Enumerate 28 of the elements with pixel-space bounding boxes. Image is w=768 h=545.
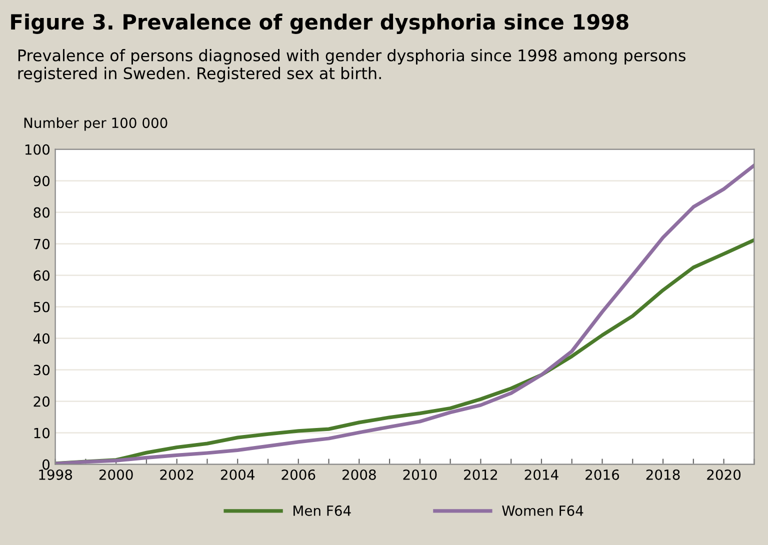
y-tick-label: 60 (34, 270, 50, 281)
y-axis-title: Number per 100 000 (24, 117, 168, 131)
x-tick-label: 2002 (160, 469, 194, 480)
y-tick-label: 20 (34, 396, 50, 407)
y-tick-label: 100 (25, 144, 50, 155)
chart-title: Figure 3. Prevalence of gender dysphoria since 1998 (11, 14, 628, 34)
y-tick-label: 10 (34, 428, 50, 438)
y-tick-label: 0 (42, 459, 50, 470)
x-tick-label: 2008 (342, 469, 376, 480)
y-tick-label: 90 (34, 176, 50, 186)
x-tick-label: 2018 (646, 469, 680, 480)
chart-subtitle: Prevalence of persons diagnosed with gender dysphoria since 1998 among persons registered in Sweden. Registered sex at birth. (18, 49, 686, 82)
x-tick-label: 2012 (464, 469, 497, 480)
x-tick-label: 2020 (707, 469, 741, 480)
y-tick-label: 50 (34, 302, 50, 312)
y-tick-label: 40 (33, 333, 50, 344)
x-tick-label: 2010 (403, 469, 437, 480)
y-tick-label: 30 (34, 364, 50, 376)
y-tick-label: 80 (34, 207, 50, 218)
x-tick-label: 2006 (282, 469, 316, 480)
x-tick-label: 1998 (39, 469, 72, 480)
x-tick-label: 2000 (99, 469, 133, 480)
legend-label: Men F64 (294, 505, 351, 516)
x-tick-label: 2016 (586, 469, 620, 480)
x-tick-label: 2014 (524, 469, 558, 480)
x-tick-label: 2004 (220, 469, 255, 480)
y-tick-label: 70 (34, 238, 50, 250)
legend-label: Women F64 (502, 505, 584, 516)
